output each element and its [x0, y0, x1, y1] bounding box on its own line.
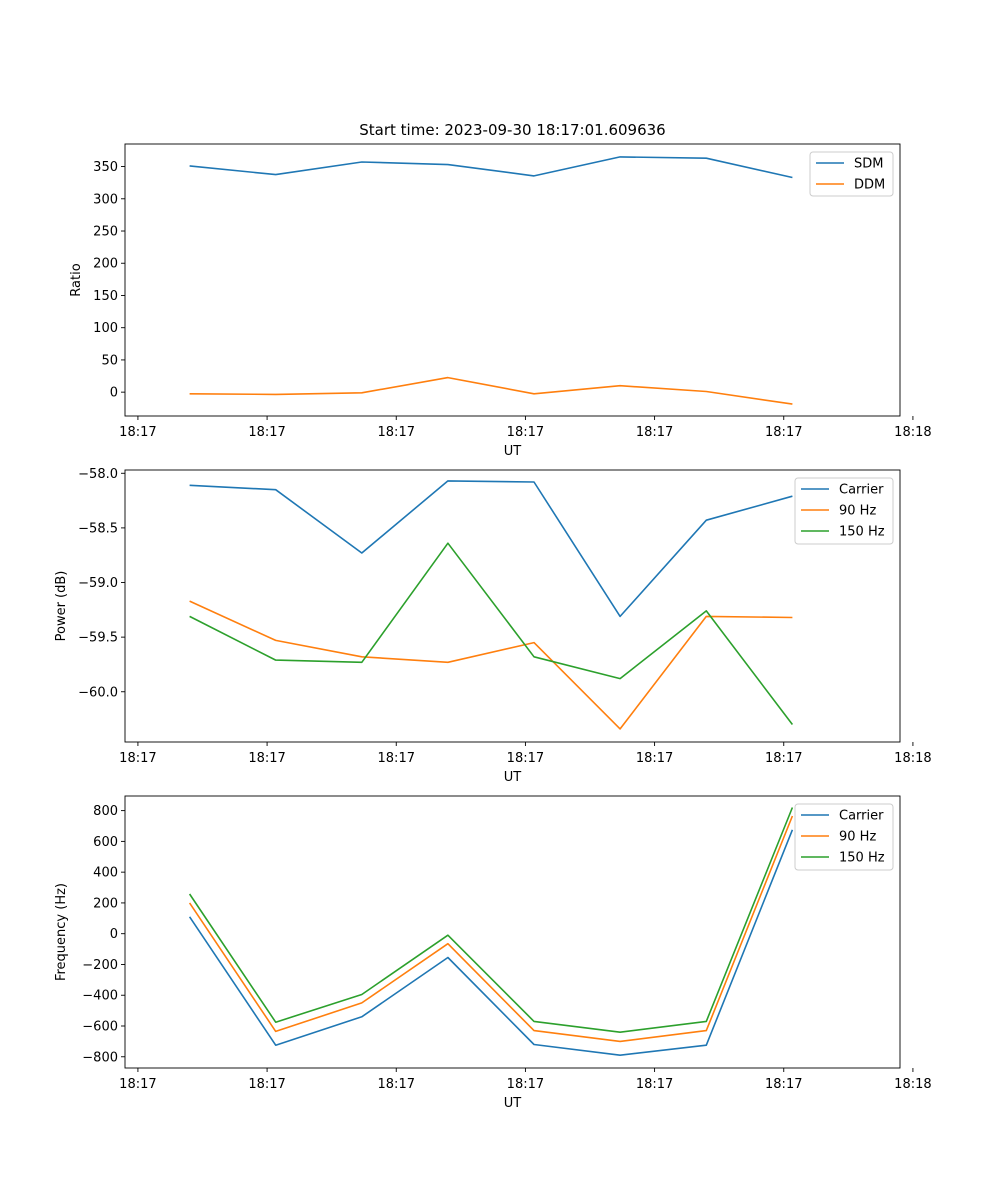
y-tick-label: −59.5	[78, 631, 118, 646]
y-tick-label: 200	[93, 896, 118, 911]
series-line-carrier	[188, 829, 794, 1056]
y-tick-label: −600	[82, 1020, 118, 1035]
y-axis-label: Frequency (Hz)	[54, 883, 69, 981]
x-tick-label: 18:17	[248, 425, 285, 440]
x-axis-label: UT	[504, 444, 522, 459]
power-panel: 18:17 18:17 18:17 18:17 18:17 18:17 18:18 −58.0…	[54, 467, 932, 785]
y-tick-label: 0	[110, 386, 118, 401]
x-tick-label: 18:17	[248, 1077, 285, 1092]
series-line-carrier	[189, 480, 793, 618]
x-tick-label: 18:18	[894, 751, 931, 766]
x-tick-label: 18:17	[636, 1077, 673, 1092]
x-tick-label: 18:17	[378, 1077, 415, 1092]
legend-label-90-hz: 90 Hz	[839, 830, 876, 845]
axes-frame	[124, 469, 901, 743]
axes-frame	[124, 143, 901, 417]
y-tick-label: −59.0	[78, 576, 118, 591]
x-tick-label: 18:17	[636, 425, 673, 440]
series-line-150-hz	[189, 542, 794, 725]
x-tick-label: 18:17	[378, 425, 415, 440]
y-tick-label: 100	[93, 321, 118, 336]
y-tick-label: −200	[82, 958, 118, 973]
x-tick-label: 18:17	[507, 1077, 544, 1092]
legend-label-carrier: Carrier	[839, 483, 884, 498]
x-tick-label: 18:18	[894, 1077, 931, 1092]
series-line-sdm	[189, 156, 793, 179]
y-tick-label: 350	[93, 160, 118, 175]
legend-box	[794, 803, 894, 871]
x-tick-label: 18:17	[507, 751, 544, 766]
x-tick-label: 18:17	[119, 425, 156, 440]
x-axis-label: UT	[504, 770, 522, 785]
x-tick-label: 18:17	[248, 751, 285, 766]
series-line-ddm	[189, 376, 793, 405]
x-tick-label: 18:17	[765, 425, 802, 440]
series-line-90-hz	[188, 815, 794, 1043]
x-tick-label: 18:17	[636, 751, 673, 766]
x-tick-label: 18:17	[507, 425, 544, 440]
x-tick-label: 18:17	[119, 1077, 156, 1092]
legend-label-ddm: DDM	[854, 178, 885, 193]
legend-label-150-hz: 150 Hz	[839, 851, 885, 866]
y-tick-label: 250	[93, 225, 118, 240]
y-tick-label: −58.0	[78, 467, 118, 482]
axes-frame	[124, 795, 901, 1069]
y-tick-label: 600	[93, 835, 118, 850]
x-tick-label: 18:17	[378, 751, 415, 766]
series-line-150-hz	[188, 807, 794, 1033]
y-tick-label: 200	[93, 257, 118, 272]
y-tick-label: −58.5	[78, 521, 118, 536]
series-line-90-hz	[189, 600, 793, 730]
x-tick-label: 18:17	[765, 751, 802, 766]
y-tick-label: −60.0	[78, 685, 118, 700]
x-axis-label: UT	[504, 1096, 522, 1111]
legend-label-150-hz: 150 Hz	[839, 525, 885, 540]
y-axis-label: Ratio	[69, 263, 84, 296]
x-tick-label: 18:18	[894, 425, 931, 440]
y-tick-label: 150	[93, 289, 118, 304]
frequency-panel: 18:17 18:17 18:17 18:17 18:17 18:17 18:18 800 60…	[54, 795, 932, 1111]
figure-title: Start time: 2023-09-30 18:17:01.609636	[359, 121, 665, 139]
legend-label-sdm: SDM	[854, 157, 883, 172]
y-tick-label: −800	[82, 1050, 118, 1065]
ratio-panel: 18:17 18:17 18:17 18:17 18:17 18:17 18:18 0 50 10…	[69, 143, 932, 459]
legend-label-90-hz: 90 Hz	[839, 504, 876, 519]
legend-label-carrier: Carrier	[839, 809, 884, 824]
y-tick-label: 300	[93, 192, 118, 207]
y-tick-label: 400	[93, 866, 118, 881]
y-tick-label: 50	[101, 353, 118, 368]
y-tick-label: 0	[110, 927, 118, 942]
x-tick-label: 18:17	[765, 1077, 802, 1092]
legend-box	[794, 477, 894, 545]
y-tick-label: −400	[82, 989, 118, 1004]
y-axis-label: Power (dB)	[54, 571, 69, 642]
y-tick-label: 800	[93, 804, 118, 819]
x-tick-label: 18:17	[119, 751, 156, 766]
